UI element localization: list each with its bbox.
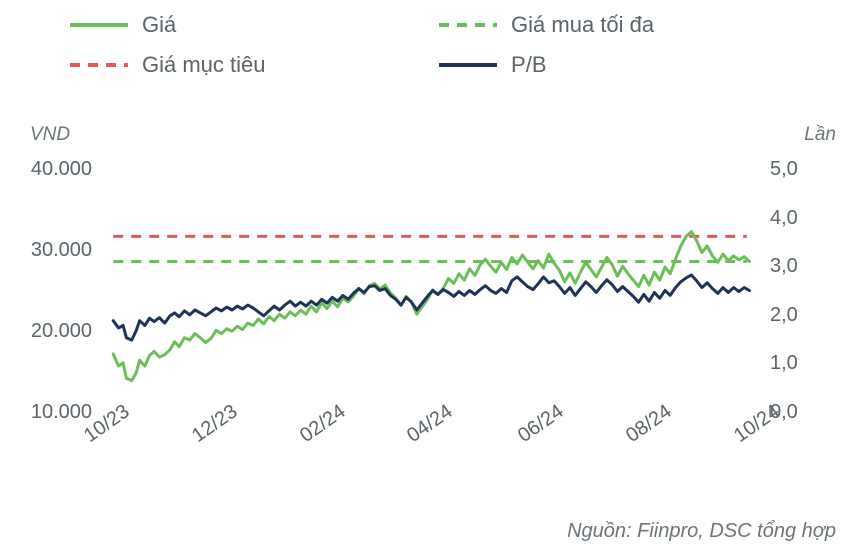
y-left-tick: 10.000: [31, 401, 92, 424]
y-right-tick: 1,0: [770, 352, 798, 375]
gia-line: [113, 232, 749, 381]
plot-area: [100, 170, 760, 413]
legend-swatch: [439, 63, 497, 67]
y-left-tick: 20.000: [31, 320, 92, 343]
source-note: Nguồn: Fiinpro, DSC tổng hợp: [567, 520, 836, 543]
legend-swatch: [439, 23, 497, 27]
legend-swatch: [70, 23, 128, 27]
y-left-tick: 40.000: [31, 158, 92, 181]
legend-item-gia-mua-toi-da: Giá mua tối đa: [439, 12, 834, 38]
y-right-tick: 5,0: [770, 158, 798, 181]
y-left-tick: 30.000: [31, 239, 92, 262]
price-chart: Giá Giá mua tối đa Giá mục tiêu P/B VND …: [0, 0, 854, 553]
y-right-tick: 3,0: [770, 255, 798, 278]
legend-swatch: [70, 63, 128, 67]
y-right-tick: 2,0: [770, 304, 798, 327]
legend-label: Giá mua tối đa: [511, 12, 654, 38]
legend-item-gia: Giá: [70, 12, 429, 38]
y-right-tick: 4,0: [770, 207, 798, 230]
legend-item-pb: P/B: [439, 52, 834, 78]
legend-label: Giá mục tiêu: [142, 52, 266, 78]
legend: Giá Giá mua tối đa Giá mục tiêu P/B: [70, 12, 834, 78]
legend-label: Giá: [142, 12, 176, 38]
legend-item-gia-muc-tieu: Giá mục tiêu: [70, 52, 429, 78]
legend-label: P/B: [511, 52, 546, 78]
y-left-axis-label: VND: [30, 124, 70, 146]
y-right-axis-label: Lần: [804, 124, 836, 146]
pb-line: [113, 275, 749, 340]
